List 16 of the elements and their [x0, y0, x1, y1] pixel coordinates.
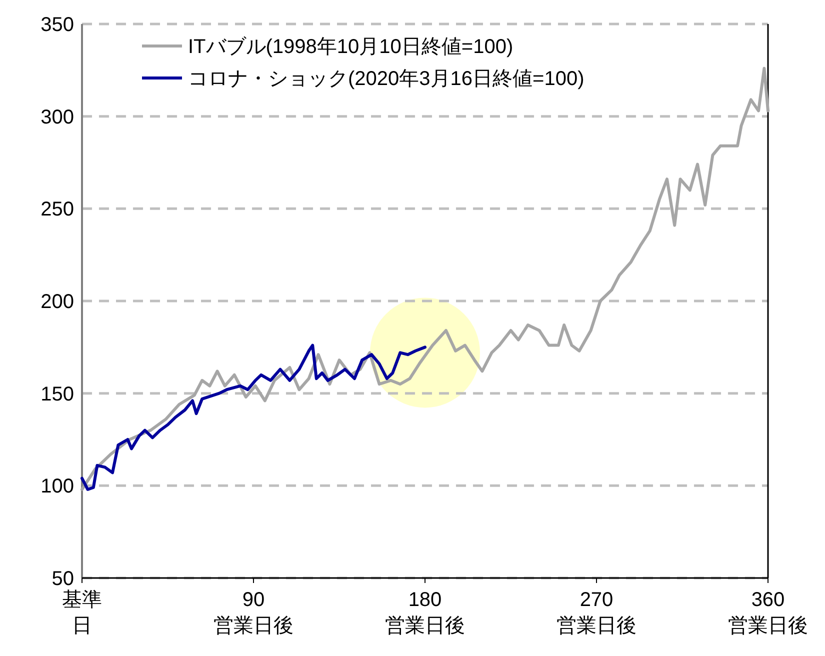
legend-label: コロナ・ショック(2020年3月16日終値=100): [188, 68, 584, 90]
x-tick-label: 180営業日後: [385, 589, 465, 637]
x-tick-label: 90営業日後: [214, 589, 294, 637]
y-tick-label: 100: [40, 476, 74, 498]
legend-label: ITバブル(1998年10月10日終値=100): [188, 36, 514, 58]
x-tick-label: 360営業日後: [728, 589, 808, 637]
y-tick-label: 300: [40, 106, 74, 128]
y-tick-label: 150: [40, 383, 74, 406]
x-tick-label: 基準日: [62, 589, 102, 637]
line-series: [80, 344, 426, 491]
y-tick-label: 200: [40, 291, 74, 313]
y-tick-label: 350: [40, 14, 74, 36]
y-tick-label: 250: [40, 198, 74, 221]
y-tick-label: 50: [52, 568, 74, 590]
line-series: [80, 66, 770, 491]
x-tick-label: 270営業日後: [556, 589, 636, 637]
